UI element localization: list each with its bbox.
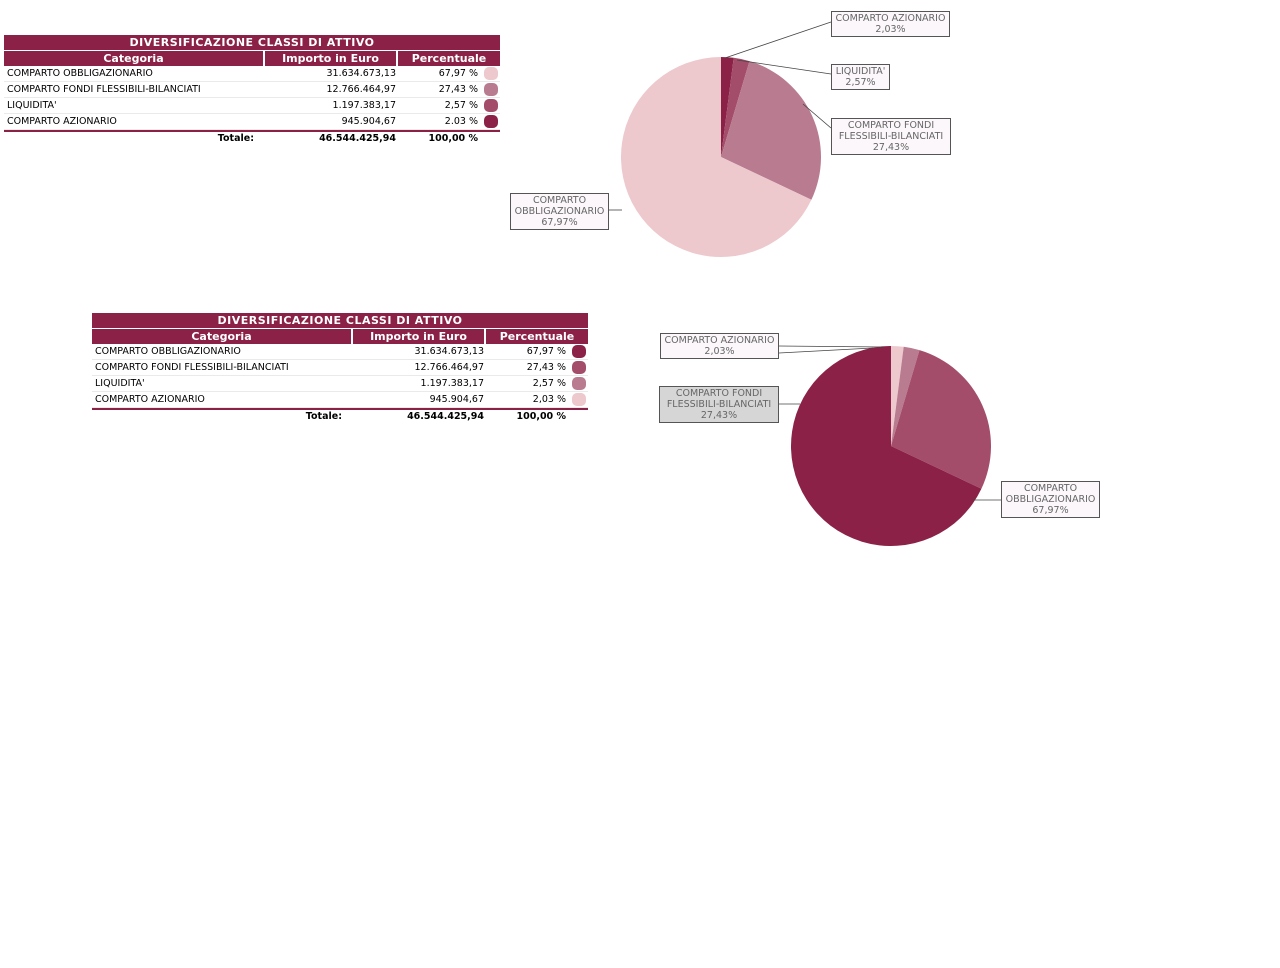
pie-label: COMPARTO AZIONARIO 2,03% (831, 11, 950, 37)
pie-slice (721, 57, 734, 157)
table-row: LIQUIDITA' 1.197.383,17 2,57 % (4, 98, 500, 114)
table-row: COMPARTO OBBLIGAZIONARIO 31.634.673,13 6… (92, 344, 588, 360)
row-percent: 2,57 % (444, 100, 478, 111)
leader-line (736, 59, 832, 75)
pie-label-value: 27,43% (700, 410, 738, 421)
pie-label-value: 27,43% (872, 142, 910, 153)
color-swatch (572, 345, 586, 358)
pie-label-value: 67,97% (1032, 505, 1069, 516)
total-label: Totale: (217, 133, 254, 144)
header-category: Categoria (92, 329, 351, 344)
row-percent: 2,57 % (532, 378, 566, 389)
row-amount: 1.197.383,17 (332, 100, 396, 111)
pie-label: COMPARTO AZIONARIO 2,03% (660, 333, 779, 359)
row-category: COMPARTO OBBLIGAZIONARIO (95, 346, 241, 357)
pie-label-name: COMPARTO OBBLIGAZIONARIO (1005, 483, 1096, 505)
table-row: COMPARTO FONDI FLESSIBILI-BILANCIATI 12.… (92, 360, 588, 376)
pie-slice (721, 57, 750, 157)
table-total-row: Totale: 46.544.425,94 100,00 % (92, 408, 588, 424)
total-percent: 100,00 % (516, 411, 567, 422)
allocation-table-1: DIVERSIFICAZIONE CLASSI DI ATTIVO Catego… (4, 35, 500, 146)
leader-line (724, 21, 832, 59)
pie-slice (891, 350, 991, 489)
pie-label-name: COMPARTO AZIONARIO (664, 335, 775, 346)
row-amount: 31.634.673,13 (414, 346, 484, 357)
row-category: COMPARTO FONDI FLESSIBILI-BILANCIATI (95, 362, 289, 373)
color-swatch (572, 361, 586, 374)
total-amount: 46.544.425,94 (319, 133, 396, 144)
leader-line (778, 347, 874, 354)
pie-slice (621, 57, 812, 257)
pie-label-value: 2,03% (704, 346, 735, 357)
table-total-row: Totale: 46.544.425,94 100,00 % (4, 130, 500, 146)
pie-chart-1 (609, 21, 832, 257)
table-title: DIVERSIFICAZIONE CLASSI DI ATTIVO (4, 35, 500, 50)
pie-label: LIQUIDITA' 2,57% (831, 64, 890, 90)
pie-label: COMPARTO FONDI FLESSIBILI-BILANCIATI 27,… (659, 386, 779, 423)
pie-label-name: LIQUIDITA' (835, 66, 886, 77)
pie-label-name: COMPARTO AZIONARIO (835, 13, 946, 24)
row-category: COMPARTO AZIONARIO (7, 116, 117, 127)
table-header: Categoria Importo in Euro Percentuale (4, 51, 500, 66)
table-row: LIQUIDITA' 1.197.383,17 2,57 % (92, 376, 588, 392)
pie-slice (891, 346, 904, 446)
table-row: COMPARTO FONDI FLESSIBILI-BILANCIATI 12.… (4, 82, 500, 98)
color-swatch (572, 393, 586, 406)
row-percent: 2.03 % (444, 116, 478, 127)
color-swatch (484, 83, 498, 96)
pie-label-value: 2,03% (875, 24, 906, 35)
row-amount: 12.766.464,97 (326, 84, 396, 95)
pie-label-name: COMPARTO FONDI FLESSIBILI-BILANCIATI (838, 120, 944, 142)
table-row: COMPARTO OBBLIGAZIONARIO 31.634.673,13 6… (4, 66, 500, 82)
row-amount: 945.904,67 (429, 394, 484, 405)
pie-label: COMPARTO OBBLIGAZIONARIO 67,97% (510, 193, 609, 230)
pie-label: COMPARTO FONDI FLESSIBILI-BILANCIATI 27,… (831, 118, 951, 155)
pie-label: COMPARTO OBBLIGAZIONARIO 67,97% (1001, 481, 1100, 518)
color-swatch (484, 115, 498, 128)
color-swatch (572, 377, 586, 390)
row-percent: 27,43 % (526, 362, 566, 373)
total-label: Totale: (305, 411, 342, 422)
row-category: COMPARTO FONDI FLESSIBILI-BILANCIATI (7, 84, 201, 95)
pie-slice (790, 346, 982, 546)
row-percent: 27,43 % (438, 84, 478, 95)
pie-label-name: COMPARTO FONDI FLESSIBILI-BILANCIATI (666, 388, 772, 410)
pie-label-value: 67,97% (541, 217, 578, 228)
allocation-table-2: DIVERSIFICAZIONE CLASSI DI ATTIVO Catego… (92, 313, 588, 424)
color-swatch (484, 67, 498, 80)
row-amount: 12.766.464,97 (414, 362, 484, 373)
pie-label-value: 2,57% (845, 77, 876, 88)
total-percent: 100,00 % (428, 133, 479, 144)
header-amount: Importo in Euro (353, 329, 484, 344)
header-amount: Importo in Euro (265, 51, 396, 66)
pie-label-name: COMPARTO OBBLIGAZIONARIO (514, 195, 605, 217)
row-percent: 67,97 % (438, 68, 478, 79)
header-percent: Percentuale (398, 51, 500, 66)
leader-line (778, 345, 885, 348)
row-category: LIQUIDITA' (7, 100, 57, 111)
row-category: COMPARTO OBBLIGAZIONARIO (7, 68, 153, 79)
row-category: COMPARTO AZIONARIO (95, 394, 205, 405)
header-percent: Percentuale (486, 329, 588, 344)
row-percent: 2,03 % (532, 394, 566, 405)
header-category: Categoria (4, 51, 263, 66)
total-amount: 46.544.425,94 (407, 411, 484, 422)
table-row: COMPARTO AZIONARIO 945.904,67 2.03 % (4, 114, 500, 130)
color-swatch (484, 99, 498, 112)
row-percent: 67,97 % (526, 346, 566, 357)
row-amount: 945.904,67 (341, 116, 396, 127)
table-row: COMPARTO AZIONARIO 945.904,67 2,03 % (92, 392, 588, 408)
pie-slice (891, 346, 920, 446)
row-amount: 31.634.673,13 (326, 68, 396, 79)
pie-slice (721, 61, 821, 200)
row-category: LIQUIDITA' (95, 378, 145, 389)
leader-line (802, 103, 832, 129)
pie-chart-2 (778, 345, 1001, 546)
table-header: Categoria Importo in Euro Percentuale (92, 329, 588, 344)
row-amount: 1.197.383,17 (420, 378, 484, 389)
table-title: DIVERSIFICAZIONE CLASSI DI ATTIVO (92, 313, 588, 328)
